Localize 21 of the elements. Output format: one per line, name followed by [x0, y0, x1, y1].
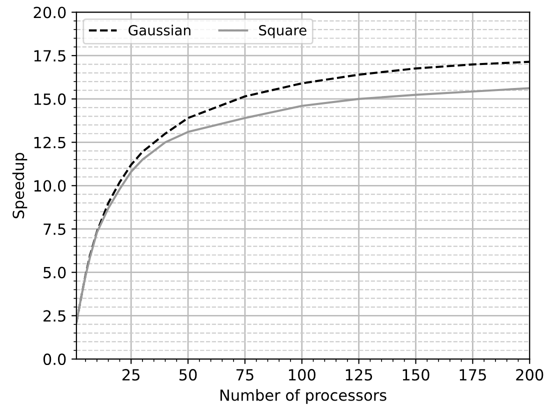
x-tick-label: 150 [402, 369, 430, 381]
y-tick-label: 10.0 [34, 180, 66, 192]
y-axis-title: Speedup [12, 152, 28, 218]
x-axis-title: Number of processors [220, 389, 386, 404]
x-tick-label: 125 [346, 369, 372, 381]
y-tick-label: 0.0 [43, 354, 66, 366]
x-tick-label: 75 [236, 369, 254, 381]
legend-label: Gaussian [128, 24, 190, 36]
y-tick-label: 15.0 [34, 93, 66, 105]
x-tick-label: 50 [179, 369, 197, 381]
x-tick-label: 200 [516, 369, 544, 381]
x-tick-label: 175 [460, 369, 486, 381]
y-tick-label: 2.5 [44, 310, 66, 322]
x-tick-label: 25 [122, 369, 140, 381]
legend-label: Square [259, 24, 306, 38]
y-tick-label: 12.5 [34, 136, 66, 148]
y-tick-label: 20.0 [34, 6, 66, 18]
x-tick-label: 100 [288, 369, 316, 381]
y-tick-label: 7.5 [44, 224, 66, 236]
y-tick-label: 17.5 [34, 50, 66, 62]
y-tick-label: 5.0 [44, 266, 66, 278]
